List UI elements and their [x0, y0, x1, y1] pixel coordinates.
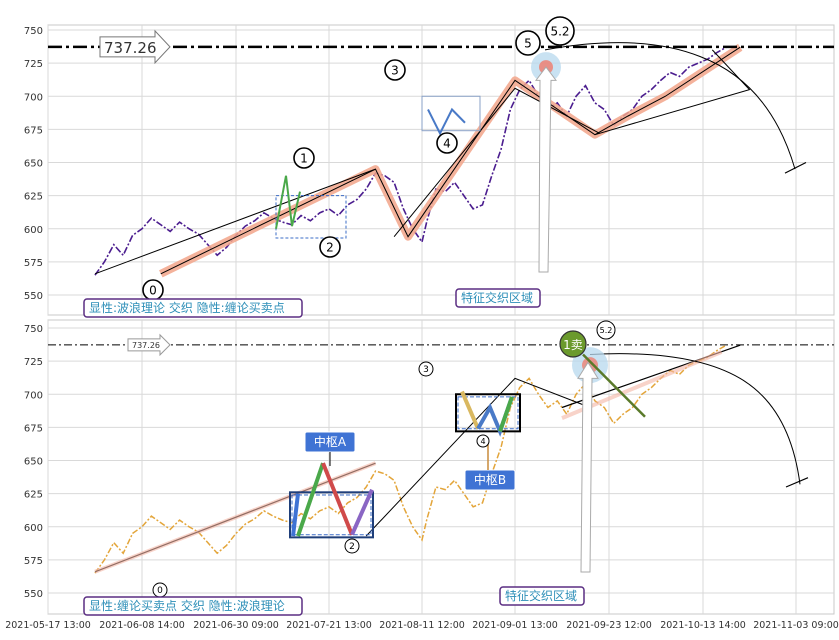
x-tick-label: 2021-06-08 14:00 — [99, 620, 185, 631]
hub-label: 中枢A — [314, 434, 347, 449]
y-tick-label: 625 — [24, 490, 43, 501]
x-tick-label: 2021-09-01 13:00 — [472, 620, 558, 631]
resistance-arrow — [127, 333, 171, 357]
channel-line — [365, 377, 591, 537]
hub-box-inner — [457, 396, 519, 430]
hub-box-inner — [291, 494, 372, 536]
y-tick-label: 650 — [24, 457, 43, 468]
wave-label: 5.2 — [600, 326, 613, 335]
y-tick-label: 725 — [24, 59, 43, 70]
y-tick-label: 550 — [24, 589, 43, 600]
x-tick-label: 2021-09-23 12:00 — [566, 620, 652, 631]
legend-text-box — [83, 298, 303, 318]
wave-label-circle — [384, 59, 406, 81]
x-tick-label: 2021-11-03 09:00 — [753, 620, 839, 631]
wave-label: 3 — [423, 365, 429, 375]
hub-box — [289, 491, 374, 539]
hub-wave — [291, 493, 300, 537]
y-tick-label: 550 — [24, 291, 43, 302]
zone-arrow — [534, 66, 558, 273]
wave-label: 2 — [326, 240, 334, 254]
y-tick-label: 750 — [24, 26, 43, 37]
y-tick-label: 700 — [24, 390, 43, 401]
trend-line — [594, 49, 751, 136]
wave-label: 5.2 — [550, 24, 569, 38]
wave-label-circle — [476, 434, 490, 448]
y-tick-label: 600 — [24, 523, 43, 534]
y-tick-label: 725 — [24, 357, 43, 368]
y-tick-label: 650 — [24, 159, 43, 170]
trend-line — [393, 87, 600, 238]
legend-text-box — [83, 596, 303, 616]
projection-line — [582, 353, 646, 418]
projection-arc — [544, 42, 796, 170]
trend-line — [94, 168, 376, 275]
x-tick-label: 2021-05-17 13:00 — [5, 620, 91, 631]
sell-badge — [559, 330, 587, 358]
wave-label-circle — [319, 236, 341, 258]
wave-label-circle — [344, 538, 360, 554]
hub-box — [455, 393, 521, 433]
zone-label: 特征交织区域 — [505, 588, 577, 603]
resistance-arrow — [99, 29, 171, 65]
plot-area — [47, 319, 835, 615]
wave-label: 3 — [391, 63, 399, 77]
pivot-wave — [275, 175, 301, 229]
y-tick-label: 700 — [24, 92, 43, 103]
hub-wave — [350, 488, 374, 536]
projection-end — [785, 477, 809, 488]
wave-label-circle — [418, 361, 434, 377]
wave-label-circle — [293, 147, 315, 169]
resistance-label: 737.26 — [104, 39, 157, 57]
wave-label: 4 — [480, 437, 485, 446]
y-tick-label: 600 — [24, 225, 43, 236]
zone-label-box — [499, 586, 585, 606]
legend-text: 显性:波浪理论 交织 隐性:缠论买卖点 — [89, 300, 285, 315]
y-tick-label: 675 — [24, 125, 43, 136]
pivot-box — [275, 195, 347, 239]
x-tick-label: 2021-10-13 14:00 — [660, 620, 746, 631]
hub-wave — [296, 462, 325, 537]
zone-label-box — [455, 288, 541, 308]
resistance-label: 737.26 — [132, 341, 160, 350]
y-tick-label: 750 — [24, 324, 43, 335]
bottom-panel: 550 575 600 625 650 675 700 725 750 737.26 中枢A 中枢B 1… — [24, 319, 835, 616]
projection-end — [784, 161, 807, 174]
y-tick-label: 575 — [24, 556, 43, 567]
wave-label: 0 — [149, 283, 157, 297]
x-tick-label: 2021-08-11 12:00 — [379, 620, 465, 631]
wave-label-circle — [545, 16, 575, 46]
wave-label: 0 — [157, 586, 163, 596]
pivot-wave — [427, 107, 466, 136]
hub-wave — [321, 462, 354, 536]
wave-label-circle — [436, 132, 458, 154]
pivot-box — [421, 95, 481, 132]
wave-label: 4 — [443, 136, 451, 150]
wave-label: 2 — [349, 542, 355, 552]
hub-label-box — [464, 469, 516, 491]
wave-label-circle — [515, 30, 541, 56]
hub-label: 中枢B — [474, 472, 506, 487]
top-panel: 550 575 600 625 650 675 700 725 750 737.26 0 1 2 3 4 5 5… — [24, 16, 835, 318]
zone-label: 特征交织区域 — [461, 290, 533, 305]
legend-text: 显性:缠论买卖点 交织 隐性:波浪理论 — [89, 598, 285, 613]
x-axis: 2021-05-17 13:00 2021-06-08 14:00 2021-06-… — [5, 620, 839, 631]
y-tick-label: 575 — [24, 258, 43, 269]
zone-arrow — [577, 361, 599, 573]
projection-arc — [589, 353, 801, 485]
x-tick-label: 2021-07-21 13:00 — [286, 620, 372, 631]
hub-wave — [460, 390, 480, 430]
hub-wave — [498, 396, 514, 433]
price-series — [94, 344, 727, 574]
wave-label: 5 — [524, 36, 532, 50]
wave-label-circle — [596, 320, 616, 340]
wave-label: 1 — [300, 151, 308, 165]
wave-line — [160, 46, 741, 275]
y-tick-label: 675 — [24, 423, 43, 434]
y-tick-label: 625 — [24, 192, 43, 203]
sell-label: 1卖 — [563, 338, 583, 352]
x-tick-label: 2021-06-30 09:00 — [193, 620, 279, 631]
